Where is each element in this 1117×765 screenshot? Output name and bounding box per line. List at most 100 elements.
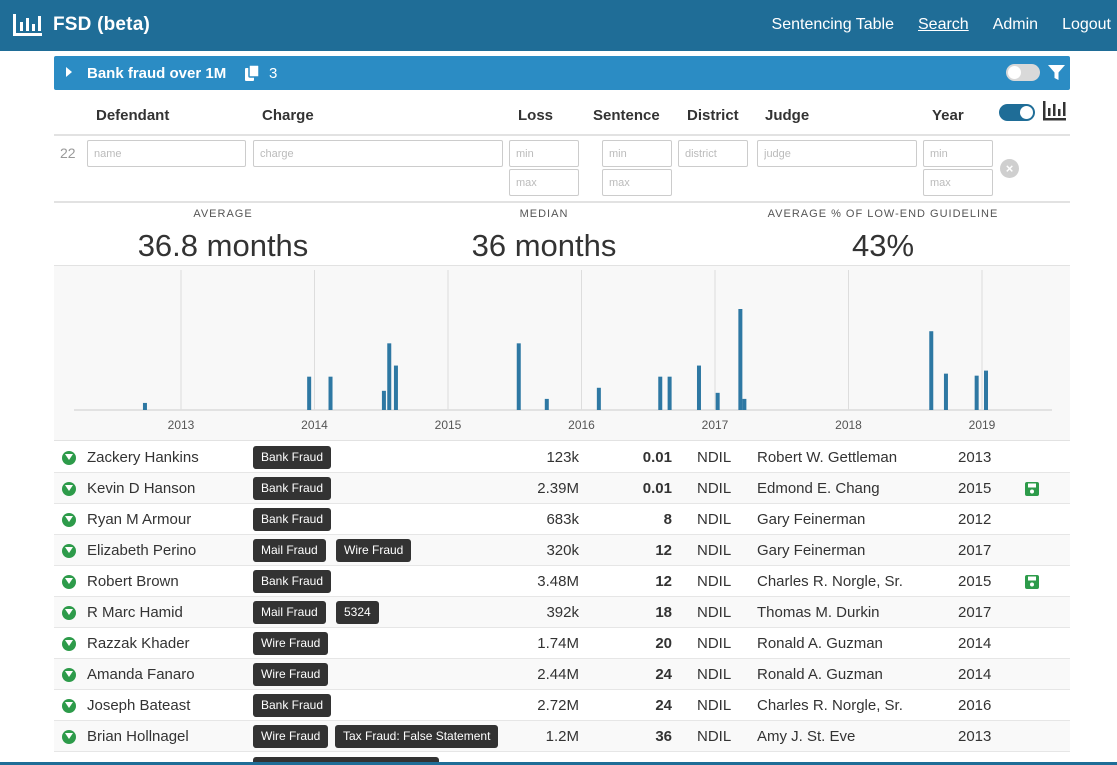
histogram-bar[interactable] <box>974 375 979 410</box>
histogram-bar[interactable] <box>596 387 601 410</box>
histogram-bar[interactable] <box>393 365 398 410</box>
save-icon[interactable] <box>1025 482 1039 496</box>
download-icon[interactable] <box>62 575 76 589</box>
charge-tag[interactable]: Wire Fraud <box>336 539 412 562</box>
charge-tag[interactable]: Wire Fraud <box>253 725 329 748</box>
download-icon[interactable] <box>62 699 76 713</box>
header-charge[interactable]: Charge <box>262 107 314 124</box>
download-icon[interactable] <box>62 637 76 651</box>
loss-value: 2.44M <box>537 666 579 683</box>
charge-tag[interactable]: Tax Fraud: False Statement <box>335 725 499 748</box>
judge-value: Robert W. Gettleman <box>757 449 898 466</box>
brand[interactable]: FSD (beta) <box>12 13 150 37</box>
download-icon[interactable] <box>62 513 76 527</box>
table-row[interactable]: Amanda Fanaro Wire Fraud 2.44M 24 NDIL Ronald… <box>54 659 1070 690</box>
histogram-bar[interactable] <box>696 365 701 410</box>
district-value: NDIL <box>697 449 732 466</box>
charge-filter-input[interactable] <box>253 140 503 167</box>
sentence-max-input[interactable] <box>602 169 672 196</box>
charge-tag[interactable]: Wire Fraud <box>253 632 329 655</box>
nav-link-admin[interactable]: Admin <box>992 16 1039 33</box>
filter-icon[interactable] <box>1048 65 1065 81</box>
header-year[interactable]: Year <box>932 107 964 124</box>
nav-link-search[interactable]: Search <box>918 16 969 33</box>
defendant-name[interactable]: Elizabeth Perino <box>87 542 197 559</box>
header-judge[interactable]: Judge <box>765 107 810 124</box>
header-loss[interactable]: Loss <box>518 107 554 124</box>
defendant-name[interactable]: Razzak Khader <box>87 635 190 652</box>
clear-filters-icon[interactable]: × <box>1000 159 1019 178</box>
judge-filter-input[interactable] <box>757 140 917 167</box>
histogram-bar[interactable] <box>929 331 934 410</box>
histogram-bar[interactable] <box>667 376 672 410</box>
table-row[interactable]: Ryan M Armour Bank Fraud 683k 8 NDIL Gary Fei… <box>54 504 1070 535</box>
histogram-bar[interactable] <box>328 376 333 410</box>
download-icon[interactable] <box>62 730 76 744</box>
defendant-name[interactable]: Amanda Fanaro <box>87 666 195 683</box>
download-icon[interactable] <box>62 482 76 496</box>
table-row[interactable]: Joseph Bateast Bank Fraud 2.72M 24 NDIL Charl… <box>54 690 1070 721</box>
charge-tag[interactable]: Bank Fraud <box>253 570 332 593</box>
table-row[interactable]: Kevin D Hanson Bank Fraud 2.39M 0.01 NDIL Edm… <box>54 473 1070 504</box>
judge-value: Ronald A. Guzman <box>757 666 883 683</box>
histogram-bar[interactable] <box>381 390 386 410</box>
charge-tag[interactable]: Bank Fraud <box>253 477 332 500</box>
nav-link-logout[interactable]: Logout <box>1062 16 1111 33</box>
defendant-name[interactable]: Joseph Bateast <box>87 697 191 714</box>
charge-tag[interactable]: Bank Fraud <box>253 446 332 469</box>
table-row[interactable]: Robert Brown Bank Fraud 3.48M 12 NDIL Charles… <box>54 566 1070 597</box>
table-row[interactable]: Zackery Hankins Bank Fraud 123k 0.01 NDIL Rob… <box>54 442 1070 473</box>
histogram-bar[interactable] <box>142 402 147 410</box>
histogram-bar[interactable] <box>742 398 747 410</box>
year-min-input[interactable] <box>923 140 993 167</box>
year-value: 2014 <box>958 635 992 652</box>
header-sentence[interactable]: Sentence <box>593 107 660 124</box>
header-district[interactable]: District <box>687 107 739 124</box>
name-filter-input[interactable] <box>87 140 246 167</box>
table-row[interactable]: R Marc Hamid Mail Fraud 5324 392k 18 NDIL Thom… <box>54 597 1070 628</box>
histogram-bar[interactable] <box>516 343 521 410</box>
table-row[interactable]: Razzak Khader Wire Fraud 1.74M 20 NDIL Ronald… <box>54 628 1070 659</box>
histogram-bar[interactable] <box>387 343 392 410</box>
charge-tag[interactable]: Bank Fraud <box>253 694 332 717</box>
bar-chart-icon[interactable] <box>1042 100 1067 121</box>
charge-tag[interactable]: Mail Fraud <box>253 601 326 624</box>
histogram-bar[interactable] <box>943 373 948 410</box>
charge-tag[interactable]: Mail Fraud <box>253 539 326 562</box>
nav-link-sentencing-table[interactable]: Sentencing Table <box>771 16 894 33</box>
defendant-name[interactable]: Brian Hollnagel <box>87 728 189 745</box>
expand-caret-icon[interactable] <box>66 67 72 77</box>
histogram-bar[interactable] <box>738 309 743 410</box>
header-defendant[interactable]: Defendant <box>96 107 170 124</box>
defendant-name[interactable]: Kevin D Hanson <box>87 480 196 497</box>
saved-search-header[interactable]: Bank fraud over 1M 3 <box>54 56 1070 90</box>
sentence-min-input[interactable] <box>602 140 672 167</box>
sentence-histogram: 2013 2014 2015 2016 2017 2018 2019 <box>54 266 1070 441</box>
defendant-name[interactable]: Robert Brown <box>87 573 179 590</box>
charge-tag[interactable]: Wire Fraud <box>253 663 329 686</box>
histogram-bar[interactable] <box>307 376 312 410</box>
table-row[interactable]: Elizabeth Perino Mail Fraud Wire Fraud 320k… <box>54 535 1070 566</box>
copy-icon[interactable] <box>245 65 259 81</box>
defendant-name[interactable]: R Marc Hamid <box>87 604 183 621</box>
download-icon[interactable] <box>62 544 76 558</box>
download-icon[interactable] <box>62 606 76 620</box>
defendant-name[interactable]: Ryan M Armour <box>87 511 192 528</box>
save-icon[interactable] <box>1025 575 1039 589</box>
histogram-bar[interactable] <box>984 370 989 410</box>
year-max-input[interactable] <box>923 169 993 196</box>
search-toggle[interactable] <box>1006 64 1040 81</box>
chart-toggle[interactable] <box>999 104 1035 121</box>
download-icon[interactable] <box>62 668 76 682</box>
loss-min-input[interactable] <box>509 140 579 167</box>
histogram-bar[interactable] <box>658 376 663 410</box>
download-icon[interactable] <box>62 451 76 465</box>
histogram-bar[interactable] <box>544 398 549 410</box>
loss-max-input[interactable] <box>509 169 579 196</box>
table-row[interactable]: Brian Hollnagel Wire Fraud Tax Fraud: Fals… <box>54 721 1070 752</box>
charge-tag[interactable]: 5324 <box>336 601 379 624</box>
charge-tag[interactable]: Bank Fraud <box>253 508 332 531</box>
district-filter-input[interactable] <box>678 140 748 167</box>
histogram-bar[interactable] <box>715 392 720 410</box>
defendant-name[interactable]: Zackery Hankins <box>87 449 199 466</box>
